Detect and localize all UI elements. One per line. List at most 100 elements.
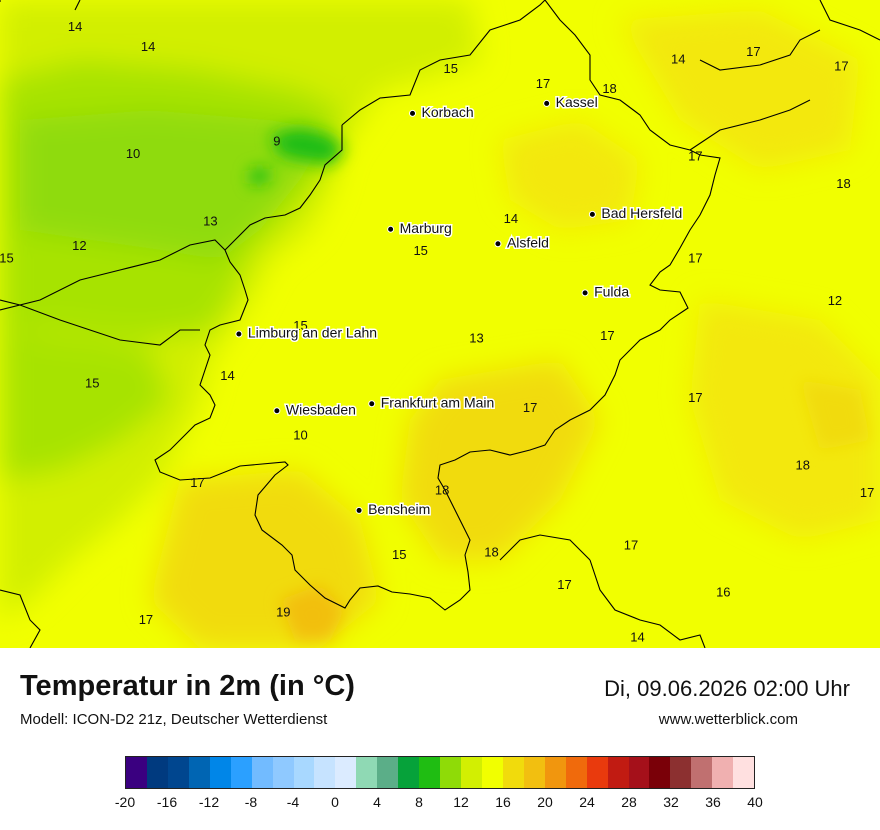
- color-scale-swatch: [335, 757, 357, 788]
- color-scale-tick: 36: [705, 794, 721, 810]
- temperature-label: 18: [602, 81, 616, 96]
- color-scale-tick: 0: [331, 794, 339, 810]
- color-scale-tick: -8: [244, 794, 258, 810]
- city-marker: Marburg: [387, 218, 453, 237]
- city-dot: [355, 506, 363, 514]
- temperature-label: 15: [85, 375, 99, 390]
- color-scale-swatch: [649, 757, 671, 788]
- color-scale-tick: 32: [663, 794, 679, 810]
- color-scale-swatch: [712, 757, 734, 788]
- color-scale: [125, 756, 755, 789]
- temperature-label: 17: [860, 485, 874, 500]
- city-label: Kassel: [556, 94, 598, 110]
- city-marker: Bad Hersfeld: [588, 204, 684, 223]
- temperature-label: 17: [190, 475, 204, 490]
- color-scale-swatch: [461, 757, 482, 788]
- city-label: Fulda: [594, 284, 629, 300]
- temperature-label: 13: [203, 213, 217, 228]
- temperature-label: 16: [716, 585, 730, 600]
- border-east: [499, 534, 706, 648]
- temperature-label: 18: [795, 457, 809, 472]
- color-scale-swatch: [733, 757, 755, 788]
- city-marker: Alsfeld: [494, 233, 550, 252]
- color-scale-tick: -12: [198, 794, 220, 810]
- city-marker: Bensheim: [355, 500, 432, 519]
- city-label: Bensheim: [368, 501, 430, 517]
- border-rlp-nrw: [0, 239, 226, 311]
- city-label: Marburg: [400, 220, 452, 236]
- city-dot: [235, 330, 243, 338]
- temperature-label: 17: [624, 537, 638, 552]
- temperature-label: 14: [504, 211, 518, 226]
- city-marker: Limburg an der Lahn: [235, 323, 379, 342]
- temperature-label: 18: [435, 482, 449, 497]
- website-link[interactable]: www.wetterblick.com: [658, 711, 798, 728]
- color-scale-swatch: [126, 757, 147, 788]
- temperature-label: 15: [443, 61, 457, 76]
- color-scale-swatch: [314, 757, 336, 788]
- color-scale-swatch: [293, 757, 315, 788]
- city-label: Alsfeld: [507, 234, 549, 250]
- temperature-label: 17: [688, 251, 702, 266]
- color-scale-swatch: [670, 757, 692, 788]
- color-scale-swatch: [419, 757, 441, 788]
- temperature-label: 17: [536, 76, 550, 91]
- color-scale-swatch: [230, 757, 252, 788]
- temperature-label: 13: [469, 330, 483, 345]
- color-scale-ticks: -20 -16 -12 -8 -4 0 4 8 12 16 20 24 28 32 36 40: [115, 794, 763, 814]
- region-borders: [0, 0, 880, 648]
- city-dot: [494, 240, 502, 248]
- color-scale-swatch: [502, 757, 524, 788]
- temperature-label: 17: [688, 390, 702, 405]
- temperature-label: 15: [293, 318, 307, 333]
- color-scale-swatch: [356, 757, 378, 788]
- color-scale-tick: -16: [156, 794, 178, 810]
- temperature-label: 15: [0, 251, 14, 266]
- color-scale-tick: 16: [495, 794, 511, 810]
- color-scale-swatch: [251, 757, 273, 788]
- border-thuringia: [689, 99, 811, 151]
- temperature-label: 15: [392, 547, 406, 562]
- city-marker: Fulda: [581, 282, 631, 301]
- color-scale-swatch: [565, 757, 587, 788]
- city-dot: [387, 225, 395, 233]
- temperature-label: 18: [836, 176, 850, 191]
- city-label: Bad Hersfeld: [601, 205, 682, 221]
- city-markers: Kassel Korbach Bad Hersfeld Marburg Alsfeld F…: [235, 93, 684, 519]
- border-south: [0, 589, 41, 648]
- temperature-labels: 14 14 15 17 18 14 17 17 10 9 17 18 13 14 15 17 12 15 12 15 1…: [0, 19, 874, 645]
- city-dot: [273, 407, 281, 415]
- color-scale-tick: -20: [114, 794, 136, 810]
- color-scale-swatch: [544, 757, 566, 788]
- temperature-label: 17: [557, 577, 571, 592]
- forecast-datetime: Di, 09.06.2026 02:00 Uhr: [604, 676, 850, 701]
- temperature-field: [0, 0, 880, 648]
- color-scale-tick: -4: [286, 794, 300, 810]
- color-scale-swatch: [691, 757, 713, 788]
- temperature-label: 14: [220, 368, 234, 383]
- temperature-label: 17: [834, 59, 848, 74]
- temperature-label: 17: [523, 400, 537, 415]
- border-north-east: [699, 0, 880, 71]
- map-footer: Temperatur in 2m (in °C) Modell: ICON-D2…: [0, 648, 880, 830]
- temperature-label: 17: [600, 328, 614, 343]
- color-scale-tick: 12: [453, 794, 469, 810]
- city-label: Korbach: [422, 104, 474, 120]
- temperature-label: 14: [68, 19, 82, 34]
- city-dot: [588, 210, 596, 218]
- city-label: Limburg an der Lahn: [248, 325, 377, 341]
- temperature-label: 19: [276, 605, 290, 620]
- city-dot: [368, 400, 376, 408]
- border-hessen: [154, 0, 721, 611]
- color-scale-tick: 8: [415, 794, 423, 810]
- temperature-label: 17: [746, 44, 760, 59]
- color-scale-swatch: [440, 757, 461, 788]
- color-scale-tick: 24: [579, 794, 595, 810]
- color-scale-swatch: [586, 757, 608, 788]
- map-title: Temperatur in 2m (in °C): [20, 670, 355, 702]
- temperature-label: 14: [141, 39, 155, 54]
- border-north-west: [0, 0, 81, 11]
- temperature-label: 17: [139, 612, 153, 627]
- color-scale-swatch: [146, 757, 168, 788]
- temperature-label: 17: [688, 148, 702, 163]
